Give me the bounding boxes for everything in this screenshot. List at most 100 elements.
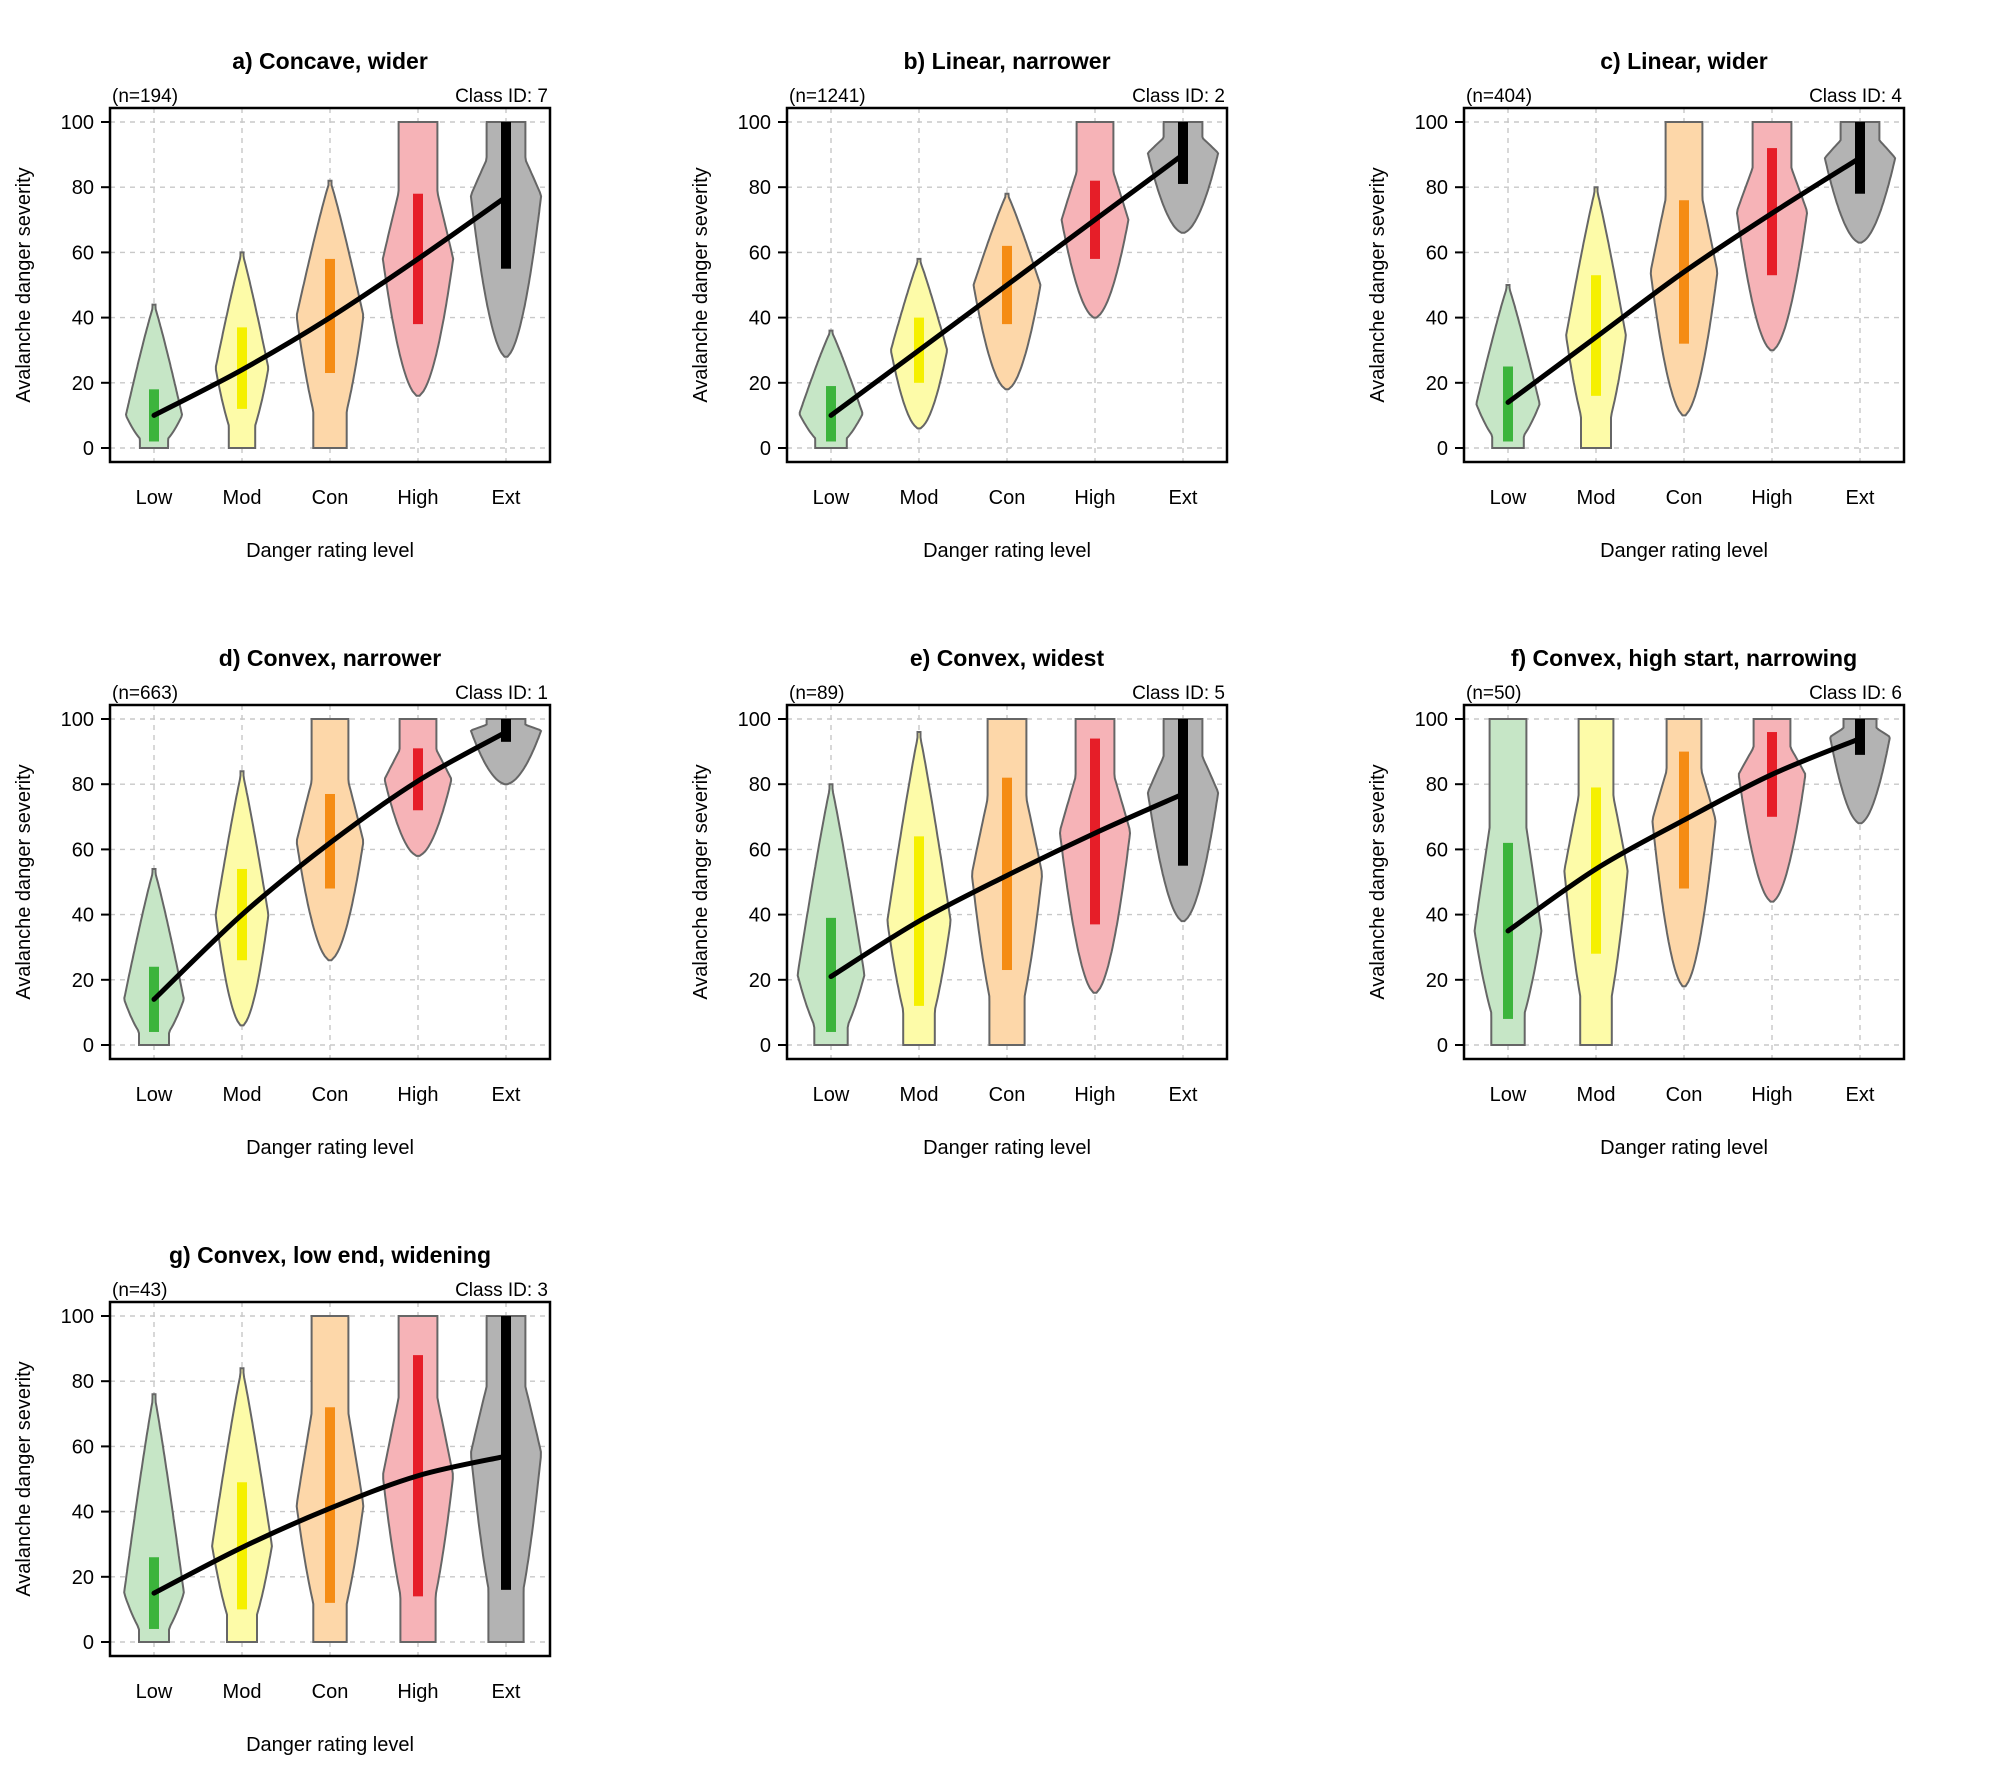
plot-frame — [1462, 703, 1906, 1061]
y-tick-label: 60 — [1426, 839, 1448, 861]
panel-title: a) Concave, wider — [232, 48, 428, 74]
x-tick-label-mod: Mod — [1577, 1084, 1616, 1106]
class-id-label: Class ID: 5 — [1132, 683, 1225, 704]
panel-f: 0 20 40 60 80 100 Low Mod Con High Ext f) Convex, h… — [1367, 645, 1906, 1159]
y-tick-label: 100 — [1415, 112, 1448, 134]
y-tick-label: 100 — [61, 112, 94, 134]
x-tick-label-con: Con — [312, 1681, 349, 1703]
x-axis-label: Danger rating level — [1600, 540, 1768, 562]
y-tick-label: 60 — [72, 1436, 94, 1458]
y-tick-label: 60 — [72, 839, 94, 861]
y-tick-label: 20 — [72, 970, 94, 992]
x-tick-label-mod: Mod — [223, 1084, 262, 1106]
panel-title: b) Linear, narrower — [903, 48, 1110, 74]
x-tick-label-mod: Mod — [1577, 487, 1616, 509]
y-axis-label: Avalanche danger severity — [13, 167, 35, 402]
y-axis-label: Avalanche danger severity — [13, 764, 35, 999]
y-tick-label: 0 — [83, 1632, 94, 1654]
y-tick-label: 40 — [72, 308, 94, 330]
class-id-label: Class ID: 6 — [1809, 683, 1902, 704]
x-tick-label-con: Con — [1666, 1084, 1703, 1106]
y-tick-label: 20 — [72, 1567, 94, 1589]
x-tick-label-low: Low — [1490, 1084, 1527, 1106]
x-tick-label-ext: Ext — [1169, 1084, 1198, 1106]
y-tick-label: 100 — [738, 112, 771, 134]
y-tick-label: 100 — [61, 709, 94, 731]
plot-frame — [785, 106, 1229, 464]
sample-size-label: (n=89) — [789, 683, 844, 704]
class-id-label: Class ID: 4 — [1809, 86, 1902, 107]
y-tick-label: 0 — [760, 438, 771, 460]
y-axis-label: Avalanche danger severity — [690, 764, 712, 999]
x-tick-label-high: High — [1751, 487, 1792, 509]
class-id-label: Class ID: 7 — [455, 86, 548, 107]
sample-size-label: (n=404) — [1466, 86, 1532, 107]
x-tick-label-mod: Mod — [900, 1084, 939, 1106]
panel-g: 0 20 40 60 80 100 Low Mod Con High Ext g) Convex, l… — [13, 1242, 552, 1756]
x-tick-label-con: Con — [989, 1084, 1026, 1106]
y-tick-label: 60 — [749, 242, 771, 264]
y-axis-label: Avalanche danger severity — [1367, 764, 1389, 999]
mean-line — [828, 791, 1186, 980]
y-tick-label: 80 — [1426, 177, 1448, 199]
violin-low — [123, 868, 185, 1046]
x-tick-label-low: Low — [813, 1084, 850, 1106]
class-id-label: Class ID: 3 — [455, 1280, 548, 1301]
y-tick-label: 0 — [1437, 438, 1448, 460]
x-tick-label-con: Con — [312, 487, 349, 509]
y-tick-label: 100 — [738, 709, 771, 731]
panel-title: c) Linear, wider — [1600, 48, 1767, 74]
y-tick-label: 0 — [83, 438, 94, 460]
y-tick-label: 40 — [749, 905, 771, 927]
x-tick-label-ext: Ext — [1846, 487, 1875, 509]
x-tick-label-ext: Ext — [1169, 487, 1198, 509]
y-tick-label: 0 — [83, 1035, 94, 1057]
panel-b: 0 20 40 60 80 100 Low Mod Con High Ext b) Linear, n… — [690, 48, 1229, 562]
y-tick-label: 80 — [72, 1371, 94, 1393]
y-tick-label: 80 — [1426, 774, 1448, 796]
y-tick-label: 80 — [72, 774, 94, 796]
iqr-bar-con — [325, 1407, 335, 1603]
y-tick-label: 40 — [749, 308, 771, 330]
panel-title: e) Convex, widest — [910, 645, 1105, 671]
y-tick-label: 20 — [72, 373, 94, 395]
x-tick-label-high: High — [1751, 1084, 1792, 1106]
violin-low — [124, 303, 184, 449]
panel-title: g) Convex, low end, widening — [169, 1242, 491, 1268]
x-tick-label-mod: Mod — [900, 487, 939, 509]
x-tick-label-high: High — [1074, 487, 1115, 509]
x-tick-label-ext: Ext — [492, 487, 521, 509]
x-tick-label-low: Low — [136, 1681, 173, 1703]
violin-low — [123, 1393, 185, 1643]
x-axis-label: Danger rating level — [923, 540, 1091, 562]
x-tick-label-low: Low — [1490, 487, 1527, 509]
y-tick-label: 20 — [749, 970, 771, 992]
y-tick-label: 80 — [72, 177, 94, 199]
y-tick-label: 0 — [760, 1035, 771, 1057]
panel-c: 0 20 40 60 80 100 Low Mod Con High Ext c) Linear, w… — [1367, 48, 1906, 562]
x-axis-label: Danger rating level — [1600, 1137, 1768, 1159]
y-tick-label: 40 — [1426, 308, 1448, 330]
mean-line — [151, 194, 509, 418]
y-tick-label: 100 — [61, 1306, 94, 1328]
y-axis-label: Avalanche danger severity — [1367, 167, 1389, 402]
panel-title: f) Convex, high start, narrowing — [1511, 645, 1857, 671]
y-tick-label: 100 — [1415, 709, 1448, 731]
plot-frame — [108, 106, 552, 464]
x-tick-label-mod: Mod — [223, 487, 262, 509]
x-tick-label-ext: Ext — [492, 1681, 521, 1703]
x-axis-label: Danger rating level — [923, 1137, 1091, 1159]
x-tick-label-high: High — [397, 1084, 438, 1106]
y-axis-label: Avalanche danger severity — [13, 1361, 35, 1596]
panel-d: 0 20 40 60 80 100 Low Mod Con High Ext d) Convex, n… — [13, 645, 552, 1159]
panel-title: d) Convex, narrower — [219, 645, 441, 671]
y-tick-label: 60 — [72, 242, 94, 264]
y-tick-label: 60 — [1426, 242, 1448, 264]
x-tick-label-ext: Ext — [492, 1084, 521, 1106]
panel-e: 0 20 40 60 80 100 Low Mod Con High Ext e) Convex, w… — [690, 645, 1229, 1159]
mean-line — [828, 152, 1186, 418]
x-tick-label-high: High — [397, 1681, 438, 1703]
x-tick-label-low: Low — [136, 1084, 173, 1106]
x-axis-label: Danger rating level — [246, 1137, 414, 1159]
